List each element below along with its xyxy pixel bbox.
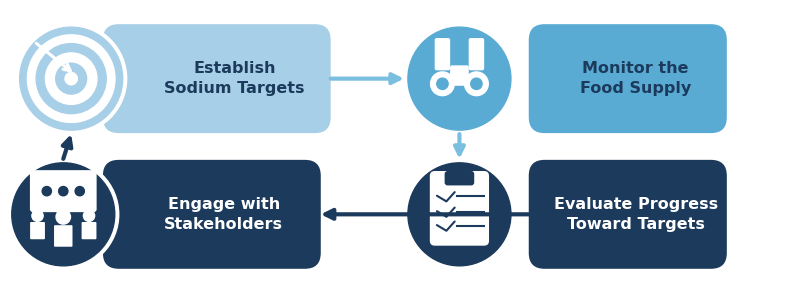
Circle shape xyxy=(470,78,482,90)
Circle shape xyxy=(36,44,106,114)
Circle shape xyxy=(56,210,70,224)
Circle shape xyxy=(56,63,86,94)
Circle shape xyxy=(465,72,488,96)
FancyBboxPatch shape xyxy=(469,38,484,70)
Text: Engage with
Stakeholders: Engage with Stakeholders xyxy=(164,197,283,232)
Text: Monitor the
Food Supply: Monitor the Food Supply xyxy=(580,61,691,96)
FancyBboxPatch shape xyxy=(103,24,330,133)
FancyBboxPatch shape xyxy=(450,65,469,86)
Circle shape xyxy=(58,186,68,196)
FancyBboxPatch shape xyxy=(30,222,45,239)
Circle shape xyxy=(404,159,515,270)
Circle shape xyxy=(42,186,51,196)
Circle shape xyxy=(404,23,515,134)
Circle shape xyxy=(20,27,122,130)
Text: Establish
Sodium Targets: Establish Sodium Targets xyxy=(164,61,305,96)
FancyBboxPatch shape xyxy=(445,171,474,186)
Circle shape xyxy=(46,53,97,104)
Circle shape xyxy=(27,35,115,123)
Circle shape xyxy=(12,163,114,266)
Circle shape xyxy=(8,159,118,270)
Circle shape xyxy=(75,186,84,196)
FancyBboxPatch shape xyxy=(82,222,97,239)
FancyBboxPatch shape xyxy=(430,171,489,246)
Circle shape xyxy=(408,163,511,266)
FancyBboxPatch shape xyxy=(434,38,450,70)
FancyBboxPatch shape xyxy=(529,24,727,133)
Circle shape xyxy=(437,78,448,90)
Polygon shape xyxy=(55,209,71,221)
Circle shape xyxy=(430,72,454,96)
FancyBboxPatch shape xyxy=(54,225,73,247)
Circle shape xyxy=(83,210,94,221)
Circle shape xyxy=(408,27,511,130)
FancyBboxPatch shape xyxy=(529,160,727,269)
Circle shape xyxy=(65,73,78,85)
Circle shape xyxy=(32,210,43,221)
Circle shape xyxy=(16,23,126,134)
Text: Evaluate Progress
Toward Targets: Evaluate Progress Toward Targets xyxy=(554,197,718,232)
FancyBboxPatch shape xyxy=(103,160,321,269)
FancyBboxPatch shape xyxy=(30,170,97,212)
